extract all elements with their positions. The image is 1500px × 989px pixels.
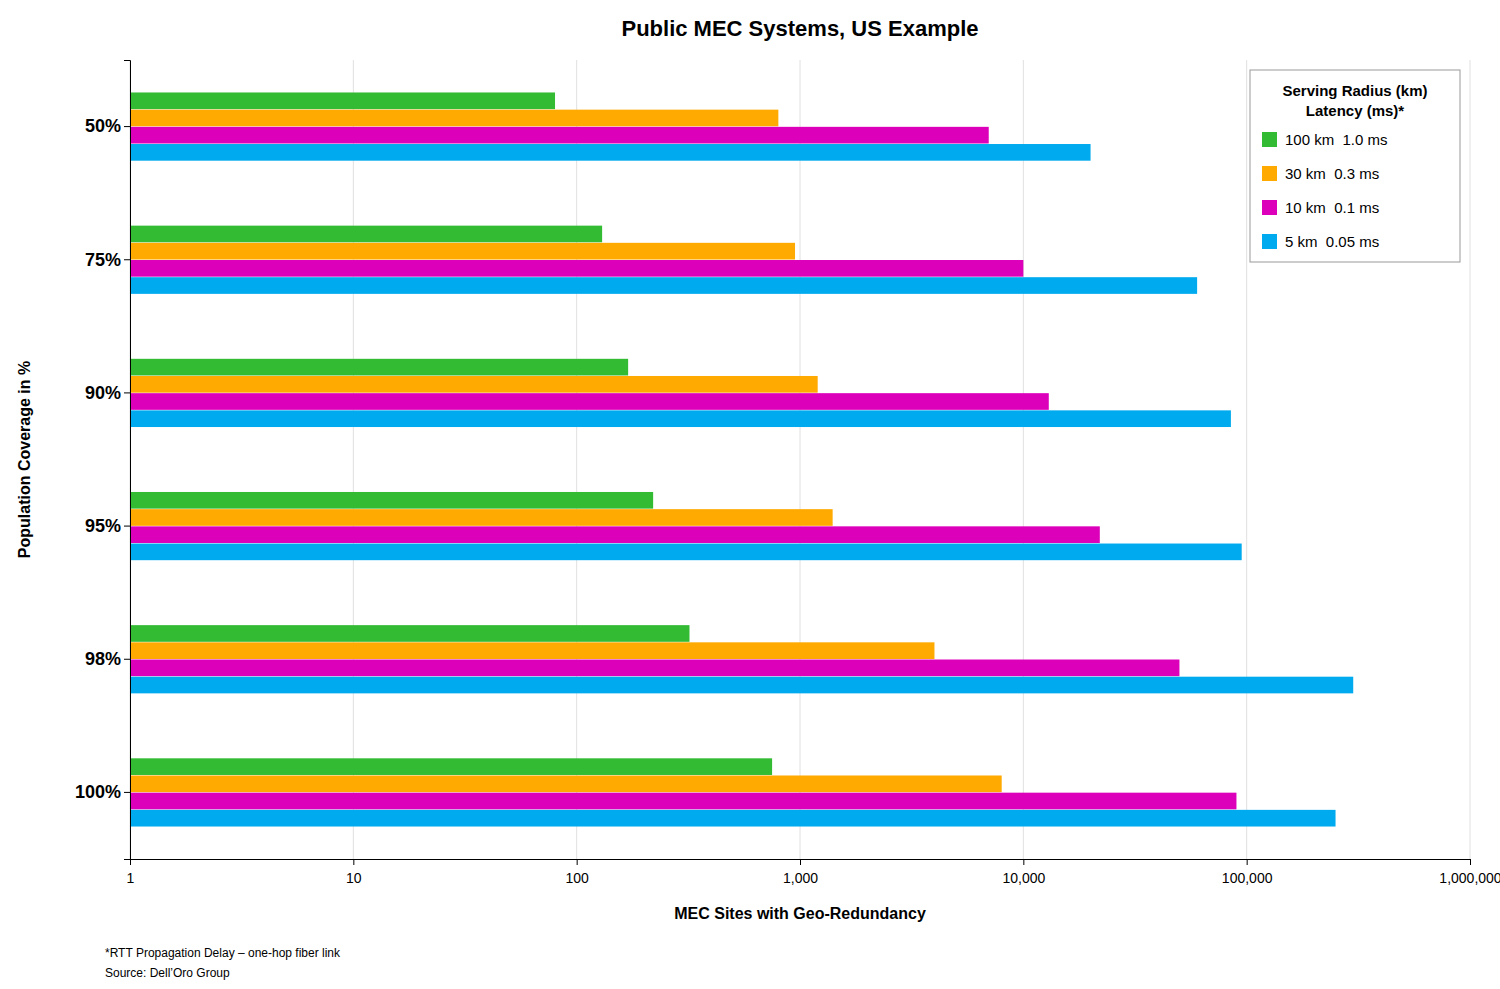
tick-mark bbox=[124, 259, 130, 260]
tick-mark bbox=[124, 792, 130, 793]
tick: 50% bbox=[85, 116, 130, 136]
bar bbox=[130, 110, 778, 127]
tick-label: 10 bbox=[346, 870, 362, 886]
tick-mark bbox=[800, 859, 801, 865]
grid-line bbox=[353, 60, 354, 859]
bar bbox=[130, 359, 628, 376]
footnote: Source: Dell’Oro Group bbox=[105, 966, 230, 980]
tick-mark bbox=[124, 659, 130, 660]
grid-line bbox=[1023, 60, 1024, 859]
legend-swatch bbox=[1262, 166, 1277, 181]
tick-mark bbox=[1470, 859, 1471, 865]
tick-mark bbox=[1023, 859, 1024, 865]
tick: 75% bbox=[85, 250, 130, 270]
series bbox=[130, 144, 1353, 827]
tick-label: 100 bbox=[565, 870, 589, 886]
tick-mark bbox=[353, 859, 354, 865]
legend-box bbox=[1250, 70, 1460, 262]
bar bbox=[130, 226, 602, 243]
legend-title: Serving Radius (km)Latency (ms)* bbox=[1282, 82, 1427, 119]
legend: Serving Radius (km)Latency (ms)* 100 km 1… bbox=[1250, 70, 1460, 262]
legend-label: 10 km 0.1 ms bbox=[1285, 199, 1379, 216]
legend-item: 5 km 0.05 ms bbox=[1262, 233, 1379, 250]
tick: 1 bbox=[127, 859, 135, 886]
tick-label: 10,000 bbox=[1002, 870, 1045, 886]
tick: 95% bbox=[85, 516, 130, 536]
bar bbox=[130, 526, 1100, 543]
tick: 100,000 bbox=[1222, 859, 1273, 886]
grid-line bbox=[576, 60, 577, 859]
tick-mark bbox=[124, 126, 130, 127]
tick-mark bbox=[577, 859, 578, 865]
tick-label: 95% bbox=[85, 516, 121, 536]
tick-mark bbox=[124, 392, 130, 393]
tick-label: 50% bbox=[85, 116, 121, 136]
bar bbox=[130, 660, 1179, 677]
tick-label: 75% bbox=[85, 250, 121, 270]
bar bbox=[130, 127, 989, 144]
legend-swatch bbox=[1262, 200, 1277, 215]
bar bbox=[130, 376, 818, 393]
bar bbox=[130, 393, 1049, 410]
axis-line bbox=[131, 860, 1471, 866]
tick: 10,000 bbox=[1002, 859, 1045, 886]
bar bbox=[130, 92, 555, 109]
legend-label: 100 km 1.0 ms bbox=[1285, 131, 1388, 148]
bar bbox=[130, 509, 833, 526]
series bbox=[130, 127, 1236, 810]
bar bbox=[130, 810, 1336, 827]
tick-mark bbox=[1247, 859, 1248, 865]
tick: 10 bbox=[346, 859, 362, 886]
grid-line bbox=[800, 60, 801, 859]
tick-label: 90% bbox=[85, 383, 121, 403]
y-axis-title: Population Coverage in % bbox=[16, 361, 33, 558]
grid-line bbox=[1470, 60, 1471, 859]
legend-label: 30 km 0.3 ms bbox=[1285, 165, 1379, 182]
bar bbox=[130, 492, 653, 509]
plot-area: 1 10 100 1,000 10,000 100,000 1,000,000 50% 75% 9… bbox=[75, 60, 1500, 886]
bar bbox=[130, 260, 1023, 277]
tick-label: 100,000 bbox=[1222, 870, 1273, 886]
x-axis-title: MEC Sites with Geo-Redundancy bbox=[674, 905, 926, 922]
tick: 100% bbox=[75, 782, 130, 802]
legend-swatch bbox=[1262, 234, 1277, 249]
bar bbox=[130, 642, 934, 659]
legend-item: 100 km 1.0 ms bbox=[1262, 131, 1388, 148]
bar bbox=[130, 793, 1236, 810]
bar bbox=[130, 277, 1197, 294]
tick: 90% bbox=[85, 383, 130, 403]
bar bbox=[130, 775, 1002, 792]
chart: 1 10 100 1,000 10,000 100,000 1,000,000 50% 75% 9… bbox=[0, 0, 1500, 989]
bar bbox=[130, 144, 1091, 161]
bar bbox=[130, 544, 1242, 561]
legend-item: 30 km 0.3 ms bbox=[1262, 165, 1379, 182]
axis-line bbox=[124, 61, 131, 860]
title: Public MEC Systems, US Example bbox=[621, 16, 978, 41]
bar bbox=[130, 625, 689, 642]
legend-swatch bbox=[1262, 132, 1277, 147]
grid bbox=[130, 60, 1470, 859]
legend-label: 5 km 0.05 ms bbox=[1285, 233, 1379, 250]
tick-label: 100% bbox=[75, 782, 121, 802]
bar bbox=[130, 758, 772, 775]
legend-item: 10 km 0.1 ms bbox=[1262, 199, 1379, 216]
footnote: *RTT Propagation Delay – one-hop fiber l… bbox=[105, 946, 341, 960]
tick-label: 1,000 bbox=[783, 870, 818, 886]
tick: 98% bbox=[85, 649, 130, 669]
tick: 100 bbox=[565, 859, 589, 886]
tick-label: 98% bbox=[85, 649, 121, 669]
bars bbox=[130, 92, 1353, 826]
bar bbox=[130, 243, 795, 260]
tick-label: 1 bbox=[127, 870, 135, 886]
tick: 1,000 bbox=[783, 859, 818, 886]
bar bbox=[130, 677, 1353, 694]
tick: 1,000,000 bbox=[1439, 859, 1500, 886]
y-axis: 50% 75% 90% 95% 98% 100% bbox=[75, 61, 131, 860]
x-axis: 1 10 100 1,000 10,000 100,000 1,000,000 bbox=[127, 859, 1500, 886]
tick-label: 1,000,000 bbox=[1439, 870, 1500, 886]
bar bbox=[130, 410, 1231, 427]
tick-mark bbox=[124, 526, 130, 527]
grid-line bbox=[1246, 60, 1247, 859]
